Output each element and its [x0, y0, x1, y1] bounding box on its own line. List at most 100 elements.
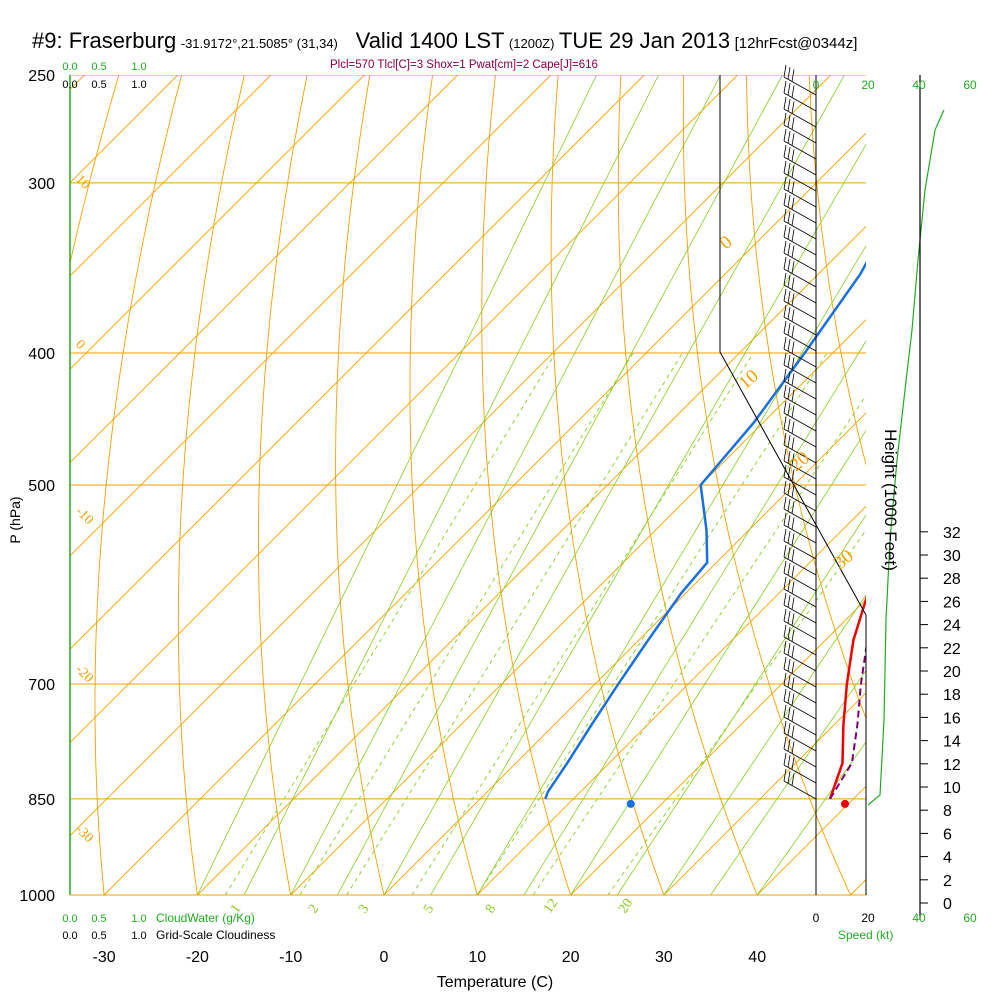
dry-adiabat-line — [177, 75, 245, 895]
wind-barb-flag — [787, 211, 791, 224]
wind-barb-flag — [787, 291, 791, 304]
cloud-scale-bottom-green: 0.0 — [62, 913, 77, 925]
pressure-tick-label: 700 — [28, 677, 55, 694]
height-tick-label: 16 — [943, 710, 961, 727]
wind-barb — [783, 364, 817, 384]
cloud-water-label: CloudWater (g/Kg) — [156, 911, 255, 925]
cloud-scale-top-black: 0.0 — [62, 79, 77, 91]
wind-barb — [783, 124, 817, 144]
moist-adiabat-line — [663, 594, 866, 895]
wind-barb-flag — [791, 357, 795, 370]
speed-tick-bottom: 0 — [813, 911, 820, 925]
height-tick-label: 28 — [943, 571, 961, 588]
temperature-tick-label: -30 — [93, 949, 116, 966]
wind-barb-flag — [787, 67, 791, 80]
wind-barb-flag — [783, 112, 787, 126]
dry-adiabat-line — [682, 75, 851, 895]
isotherm-line — [70, 75, 272, 277]
wind-barb — [783, 716, 817, 736]
wind-barb-flag — [787, 499, 791, 512]
speed-tick-top: 20 — [861, 78, 875, 92]
wind-barb-flag — [783, 320, 787, 334]
cloud-scale-top-green: 0.0 — [62, 61, 77, 73]
wind-barb-flag — [791, 325, 795, 338]
wind-barb-flag — [787, 723, 791, 736]
moist-adiabat-line — [523, 340, 866, 895]
isotherm-line — [70, 75, 458, 464]
wind-barb — [783, 156, 817, 176]
wind-barb-flag — [783, 352, 787, 366]
wind-barb-flag — [783, 128, 787, 142]
wind-barb-flag — [791, 309, 795, 322]
wind-barb — [783, 108, 817, 128]
wind-barb-flag — [791, 757, 795, 770]
wind-barb-flag — [787, 467, 791, 480]
wind-barb-flag — [783, 528, 787, 542]
sounding-stats: Plcl=570 Tlcl[C]=3 Shox=1 Pwat[cm]=2 Cap… — [330, 59, 598, 71]
height-tick-label: 30 — [943, 548, 961, 565]
isotherm-line — [70, 75, 832, 837]
wind-barb-flag — [791, 117, 795, 130]
wind-barb-flag — [787, 339, 791, 352]
isotherm-line — [197, 225, 866, 895]
wind-barb — [783, 700, 817, 720]
y-axis-label: P (hPa) — [7, 496, 23, 543]
wind-barb — [783, 460, 817, 480]
cloud-scale-top-green: 1.0 — [131, 61, 146, 73]
height-tick-label: 8 — [943, 803, 952, 820]
dry-adiabat-line — [550, 75, 665, 895]
pressure-tick-label: 250 — [28, 68, 55, 85]
wind-barb-flag — [791, 645, 795, 658]
wind-barb-flag — [791, 533, 795, 546]
height-tick-label: 2 — [943, 873, 952, 890]
wind-barb-flag — [783, 224, 787, 238]
wind-barb — [783, 508, 817, 528]
dry-adiabat-line — [94, 75, 183, 895]
temperature-tick-label: 30 — [655, 949, 673, 966]
wind-barb-flag — [783, 464, 787, 478]
dry-adiabat-line — [808, 75, 866, 467]
adiabat-label: 30 — [830, 546, 858, 574]
chart-header: #9: Fraserburg -31.9172°,21.5085° (31,34… — [32, 28, 857, 54]
wind-barb — [783, 284, 817, 304]
wind-barb-flag — [787, 403, 791, 416]
wind-barb-flag — [791, 501, 795, 514]
wind-barb-flag — [783, 144, 787, 158]
mixing-ratio-line — [476, 352, 828, 895]
wind-barb — [783, 380, 817, 400]
wind-barb-flag — [787, 243, 791, 256]
isotherm-line — [70, 75, 645, 650]
wind-barb-flag — [791, 581, 795, 594]
surface-temperature-marker — [841, 799, 850, 808]
wind-barb — [783, 172, 817, 192]
wind-barb — [783, 492, 817, 512]
wind-barb-flag — [783, 272, 787, 286]
moist-adiabat-line — [570, 429, 866, 895]
wind-barb-flag — [783, 736, 787, 750]
wind-barb-flag — [787, 611, 791, 624]
wind-barb-flag — [791, 773, 795, 786]
wind-barb — [783, 556, 817, 576]
wind-barb — [783, 572, 817, 592]
wind-barb-flag — [787, 163, 791, 176]
wind-barb-flag — [787, 115, 791, 128]
plot-area — [70, 75, 866, 895]
wind-barb — [783, 188, 817, 208]
moist-adiabat-line — [710, 669, 866, 895]
surface-dewpoint-marker — [626, 799, 635, 808]
wind-barb — [783, 684, 817, 704]
wind-barb-flag — [787, 483, 791, 496]
isotherm-line — [70, 75, 738, 744]
wind-barb — [783, 620, 817, 640]
wind-barb-flag — [787, 275, 791, 288]
wind-barb-flag — [783, 656, 787, 670]
dry-adiabat-line — [409, 75, 478, 895]
wind-barb — [783, 332, 817, 352]
mixing-ratio-line — [411, 352, 754, 895]
height-tick-label: 14 — [943, 734, 961, 751]
x-axis-label: Temperature (C) — [437, 974, 553, 991]
wind-barb — [783, 588, 817, 608]
wind-barb-flag — [787, 179, 791, 192]
wind-barb-flag — [791, 437, 795, 450]
pressure-tick-label: 400 — [28, 346, 55, 363]
